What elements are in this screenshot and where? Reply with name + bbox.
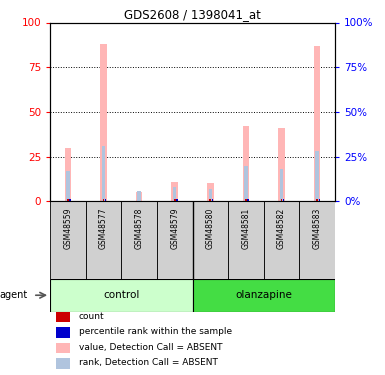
- Bar: [171, 182, 178, 201]
- Bar: [56, 312, 70, 322]
- Bar: [318, 199, 320, 201]
- Bar: [136, 192, 142, 201]
- Text: value, Detection Call = ABSENT: value, Detection Call = ABSENT: [79, 343, 222, 352]
- FancyBboxPatch shape: [50, 201, 85, 279]
- Text: GSM48579: GSM48579: [170, 207, 179, 249]
- Bar: [280, 169, 283, 201]
- Bar: [69, 199, 71, 201]
- Title: GDS2608 / 1398041_at: GDS2608 / 1398041_at: [124, 8, 261, 21]
- Bar: [176, 199, 177, 201]
- Text: count: count: [79, 312, 104, 321]
- Bar: [244, 166, 248, 201]
- Bar: [100, 44, 107, 201]
- Bar: [102, 146, 105, 201]
- Text: GSM48583: GSM48583: [313, 207, 321, 249]
- Bar: [212, 199, 213, 201]
- Bar: [281, 199, 283, 201]
- Text: agent: agent: [0, 290, 27, 300]
- Bar: [66, 171, 70, 201]
- Bar: [315, 151, 319, 201]
- Bar: [314, 46, 320, 201]
- Text: rank, Detection Call = ABSENT: rank, Detection Call = ABSENT: [79, 358, 218, 368]
- Bar: [105, 199, 106, 201]
- Bar: [192, 279, 335, 312]
- Text: GSM48559: GSM48559: [64, 207, 72, 249]
- Bar: [278, 128, 285, 201]
- Bar: [56, 343, 70, 353]
- Bar: [67, 199, 69, 201]
- FancyBboxPatch shape: [121, 201, 157, 279]
- Bar: [207, 183, 214, 201]
- Bar: [209, 199, 211, 201]
- FancyBboxPatch shape: [264, 201, 300, 279]
- Text: GSM48578: GSM48578: [135, 207, 144, 249]
- Text: GSM48581: GSM48581: [241, 207, 250, 249]
- Text: GSM48582: GSM48582: [277, 207, 286, 249]
- FancyBboxPatch shape: [192, 201, 228, 279]
- FancyBboxPatch shape: [85, 201, 121, 279]
- Bar: [56, 327, 70, 338]
- Bar: [173, 187, 176, 201]
- Bar: [50, 279, 192, 312]
- Text: GSM48577: GSM48577: [99, 207, 108, 249]
- Bar: [316, 199, 318, 201]
- Bar: [283, 199, 285, 201]
- Text: GSM48580: GSM48580: [206, 207, 215, 249]
- Bar: [137, 190, 141, 201]
- Text: control: control: [103, 290, 139, 300]
- Bar: [102, 199, 104, 201]
- Text: percentile rank within the sample: percentile rank within the sample: [79, 327, 232, 336]
- Bar: [243, 126, 249, 201]
- FancyBboxPatch shape: [228, 201, 264, 279]
- Bar: [245, 199, 247, 201]
- Bar: [65, 148, 71, 201]
- Bar: [56, 358, 70, 369]
- Text: olanzapine: olanzapine: [235, 290, 292, 300]
- Bar: [174, 199, 176, 201]
- Bar: [247, 199, 249, 201]
- FancyBboxPatch shape: [157, 201, 192, 279]
- FancyBboxPatch shape: [300, 201, 335, 279]
- Bar: [209, 189, 212, 201]
